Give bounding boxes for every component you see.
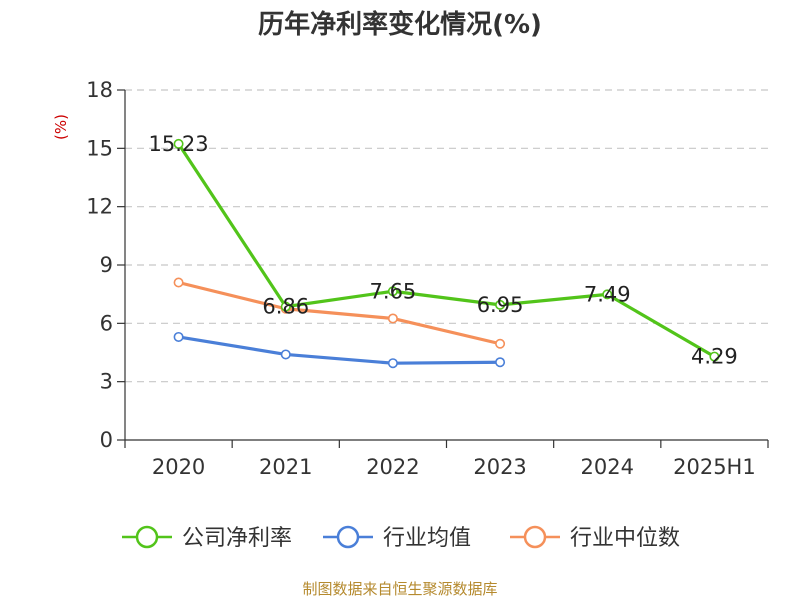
data-point bbox=[173, 277, 184, 288]
data-label: 6.95 bbox=[477, 293, 524, 317]
data-point bbox=[495, 299, 506, 310]
series-layer bbox=[173, 138, 720, 369]
x-tick-label: 2022 bbox=[366, 455, 419, 479]
data-point bbox=[387, 286, 398, 297]
y-tick-label: 6 bbox=[100, 311, 113, 335]
legend-label: 公司净利率 bbox=[182, 526, 292, 551]
series-line bbox=[178, 335, 501, 365]
data-label: 7.65 bbox=[370, 279, 417, 303]
y-tick-label: 15 bbox=[86, 136, 113, 160]
axes: 0 3 6 9 12 15 18 2020 2021 2022 2023 2024 2025H1 bbox=[86, 78, 769, 479]
grid-lines bbox=[125, 89, 768, 383]
data-point bbox=[280, 349, 291, 360]
y-axis-unit-label: (%) bbox=[52, 114, 70, 140]
data-point bbox=[495, 357, 506, 368]
series-line bbox=[178, 280, 501, 346]
data-point bbox=[387, 358, 398, 369]
data-point bbox=[602, 289, 613, 300]
legend-label: 行业均值 bbox=[383, 526, 471, 551]
data-point bbox=[709, 351, 720, 362]
legend-marker bbox=[135, 525, 159, 549]
x-tick-label: 2025H1 bbox=[673, 455, 756, 479]
source-note: 制图数据来自恒生聚源数据库 bbox=[302, 580, 497, 598]
y-tick-label: 0 bbox=[100, 428, 113, 452]
data-label: 6.86 bbox=[262, 295, 309, 319]
legend-marker bbox=[336, 525, 360, 549]
legend-marker bbox=[523, 525, 547, 549]
y-tick-label: 3 bbox=[100, 370, 113, 394]
x-tick-label: 2020 bbox=[152, 455, 205, 479]
series-line bbox=[177, 142, 716, 358]
legend: 公司净利率 行业均值 行业中位数 bbox=[122, 525, 680, 551]
y-tick-label: 12 bbox=[86, 195, 113, 219]
data-point bbox=[173, 138, 184, 149]
y-tick-label: 18 bbox=[86, 78, 113, 102]
data-label: 15.23 bbox=[149, 132, 209, 156]
data-label: 7.49 bbox=[584, 282, 631, 306]
x-tick-label: 2023 bbox=[473, 455, 526, 479]
data-point bbox=[387, 313, 398, 324]
y-tick-label: 9 bbox=[100, 253, 113, 277]
legend-label: 行业中位数 bbox=[570, 526, 680, 551]
data-point bbox=[495, 338, 506, 349]
x-tick-label: 2021 bbox=[259, 455, 312, 479]
x-tick-label: 2024 bbox=[581, 455, 634, 479]
data-point bbox=[280, 301, 291, 312]
data-label: 4.29 bbox=[691, 345, 738, 369]
chart-title: 历年净利率变化情况(%) bbox=[258, 9, 542, 40]
data-labels: 15.23 6.86 7.65 6.95 7.49 4.29 bbox=[149, 132, 738, 369]
data-point bbox=[173, 331, 184, 342]
